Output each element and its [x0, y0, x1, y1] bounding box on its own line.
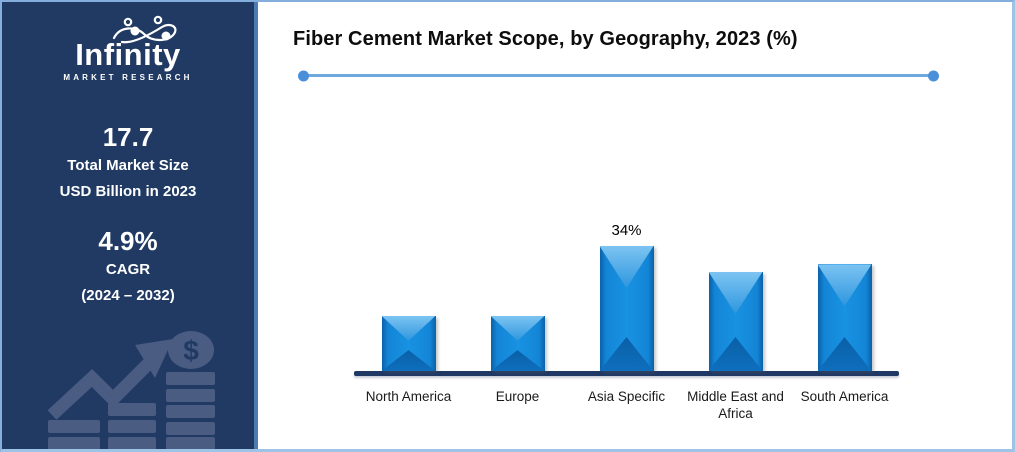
- bar-europe: [490, 315, 545, 371]
- bar-south-america: [817, 264, 872, 371]
- dollar-coin-icon: $: [168, 331, 214, 369]
- category-label-south-america: South America: [800, 389, 889, 404]
- cagr-period: (2024 – 2032): [81, 286, 175, 304]
- bar-slot-asia-specific: 34%: [572, 142, 681, 371]
- bar-slot-europe: [463, 142, 572, 371]
- bar-slot-north-america: [354, 142, 463, 371]
- divider-right-dot: [928, 70, 939, 81]
- divider-left-dot: [298, 70, 309, 81]
- bar-chart: 34% North America Europe Asia Specific Midd…: [354, 142, 899, 423]
- category-label-north-america: North America: [365, 389, 452, 404]
- chart-panel: Fiber Cement Market Scope, by Geography,…: [258, 2, 1012, 449]
- sidebar-stats-panel: Infinity MARKET RESEARCH 17.7 Total Mark…: [2, 2, 258, 449]
- bar-slot-south-america: [790, 142, 899, 371]
- title-divider-line: [298, 70, 939, 81]
- cagr-value: 4.9%: [98, 226, 158, 256]
- market-size-value: 17.7: [102, 122, 154, 152]
- infinity-loop-icon: [112, 15, 177, 44]
- chart-title: Fiber Cement Market Scope, by Geography,…: [293, 28, 798, 50]
- cagr-label: CAGR: [105, 261, 151, 279]
- category-label-asia-specific: Asia Specific: [587, 389, 666, 404]
- bar-slot-middle-east-and-africa: [681, 142, 790, 371]
- bar-asia-specific: [599, 246, 654, 371]
- svg-text:$: $: [183, 335, 199, 366]
- x-axis-line: [354, 371, 899, 376]
- growth-arrow-icon: [47, 339, 173, 420]
- growth-arrow-dollar-bars-graphic: $: [47, 331, 215, 449]
- logo-tagline: MARKET RESEARCH: [63, 73, 193, 83]
- bar-north-america: [381, 315, 436, 371]
- bar-value-label-asia-specific: 34%: [611, 222, 642, 239]
- market-size-label-line2: USD Billion in 2023: [59, 182, 197, 200]
- plot-area: 34%: [354, 142, 899, 371]
- bar-middle-east-and-africa: [708, 271, 763, 371]
- category-label-europe: Europe: [495, 389, 540, 404]
- total-market-size-stat: 17.7 Total Market Size USD Billion in 20…: [2, 122, 254, 205]
- brand-logo: Infinity MARKET RESEARCH: [2, 14, 254, 82]
- logo-wordmark: Infinity: [75, 37, 181, 72]
- cagr-stat: 4.9% CAGR (2024 – 2032): [2, 226, 254, 309]
- category-label-middle-east-and-africa: Middle East and Africa: [687, 389, 784, 421]
- category-axis-labels: North America Europe Asia Specific Middle E…: [354, 389, 899, 423]
- market-size-label-line1: Total Market Size: [67, 157, 189, 175]
